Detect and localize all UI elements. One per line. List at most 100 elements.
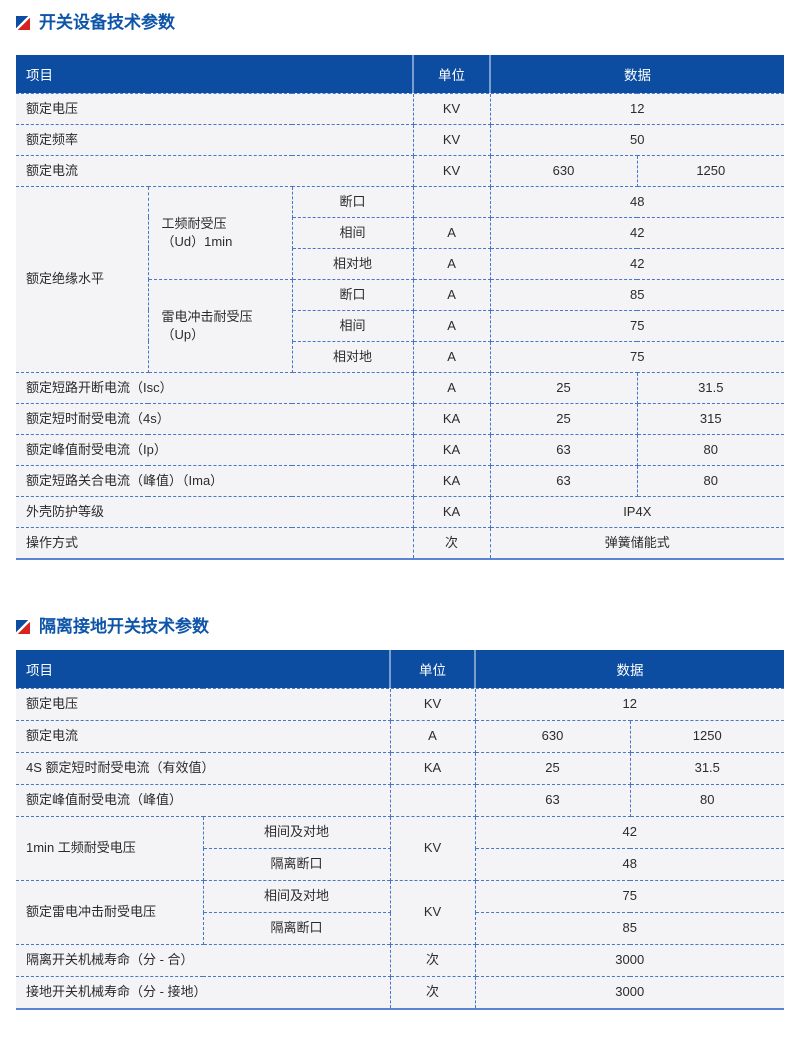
item-label-cell: 操作方式	[15, 526, 414, 559]
value-cell: A	[412, 309, 491, 342]
value-cell: KA	[389, 751, 476, 785]
table-row: 额定峰值耐受电流（Ip） KA 63 80	[15, 433, 785, 466]
value-cell: A	[412, 278, 491, 311]
table-row: 雷电冲击耐受压 （Up） 断口 A 85	[16, 278, 785, 373]
value-cell: KA	[412, 464, 491, 497]
table-row: 额定绝缘水平 工频耐受压 （Ud）1min 断口 48	[15, 185, 785, 373]
value-cell: 85	[474, 911, 785, 945]
value-cell: 80	[636, 464, 785, 497]
table-row: 额定短时耐受电流（4s） KA 25 315	[15, 402, 785, 435]
value-cell: 相间及对地	[202, 815, 391, 849]
value-cell: KV	[412, 154, 491, 187]
table-row: 相间 A 42	[16, 216, 785, 249]
table-row: 相间 A 75	[16, 309, 785, 342]
value-cell: 相间及对地	[202, 879, 391, 913]
value-cell: 25	[474, 751, 631, 785]
table-row: 隔离断口 85	[16, 911, 785, 945]
column-header: 项目	[16, 55, 414, 93]
value-cell: KV	[389, 687, 476, 721]
sub-item-cell: 工频耐受压 （Ud）1min	[147, 185, 293, 280]
column-header: 单位	[389, 650, 475, 688]
table-row: 外壳防护等级 KA IP4X	[15, 495, 785, 528]
item-label-cell: 额定频率	[15, 123, 414, 156]
value-cell: 630	[489, 154, 638, 187]
value-cell: 80	[629, 783, 785, 817]
column-header: 单位	[412, 55, 491, 93]
table-row: 额定雷电冲击耐受电压 相间及对地 KV 75	[15, 879, 785, 945]
value-cell: 63	[489, 464, 638, 497]
value-cell: 相间	[291, 216, 414, 249]
value-cell: 3000	[474, 943, 785, 977]
value-cell: 次	[412, 526, 491, 559]
item-label-cell: 额定雷电冲击耐受电压	[15, 879, 204, 945]
item-label-cell: 1min 工频耐受电压	[15, 815, 204, 881]
value-cell: 85	[489, 278, 785, 311]
item-label-cell: 额定短路开断电流（Isc）	[15, 371, 414, 404]
table-row: 4S 额定短时耐受电流（有效值） KA 25 31.5	[15, 751, 785, 785]
value-cell: 弹簧储能式	[489, 526, 785, 559]
item-label-cell: 额定绝缘水平	[15, 185, 149, 373]
page-content: 开关设备技术参数 项目 单位 数据 额定电压 KV 12 额定频率 KV 50 额定电流 KV 630…	[15, 12, 785, 1010]
section-marker-icon	[16, 16, 30, 30]
table-row: 操作方式次弹簧储能式	[15, 526, 785, 559]
value-cell: 42	[489, 216, 785, 249]
value-cell: KV	[389, 879, 476, 945]
table-row: 隔离断口 48	[16, 847, 785, 881]
section-title-text: 隔离接地开关技术参数	[39, 617, 209, 636]
value-cell: 31.5	[629, 751, 785, 785]
item-label-cell: 额定电压	[15, 687, 391, 721]
section-marker-icon	[16, 620, 30, 634]
value-cell: KV	[389, 815, 476, 881]
value-cell: IP4X	[489, 495, 785, 528]
value-cell: 48	[489, 185, 785, 218]
value-cell: A	[412, 371, 491, 404]
value-cell: 75	[489, 340, 785, 373]
value-cell: 断口	[291, 185, 414, 218]
value-cell: 次	[389, 975, 476, 1009]
table-row: 额定峰值耐受电流（峰值） 63 80	[15, 783, 785, 817]
sub-item-cell: 雷电冲击耐受压 （Up）	[147, 278, 293, 373]
value-cell: 相对地	[291, 247, 414, 280]
disconnector-params-table: 项目 单位 数据 额定电压 KV 12 额定电流 A 630 1250 4S 额定短时耐受电流（有效…	[15, 650, 785, 1009]
value-cell: 48	[474, 847, 785, 881]
value-cell	[412, 185, 491, 218]
value-cell: A	[412, 340, 491, 373]
value-cell: 25	[489, 402, 638, 435]
table-row: 隔离开关机械寿命（分 - 合）次 3000	[15, 943, 785, 977]
value-cell: KA	[412, 402, 491, 435]
column-header: 数据	[489, 55, 785, 93]
value-cell: 1250	[636, 154, 785, 187]
value-cell: 50	[489, 123, 785, 156]
value-cell: 次	[389, 943, 476, 977]
item-label-cell: 额定电流	[15, 719, 391, 753]
disconnector-params-table-wrap: 项目 单位 数据 额定电压 KV 12 额定电流 A 630 1250 4S 额定短时耐受电流（有效…	[15, 650, 785, 1010]
value-cell: 31.5	[636, 371, 785, 404]
section-title-switchgear: 开关设备技术参数	[16, 12, 784, 34]
value-cell: 隔离断口	[202, 847, 391, 881]
table-row: 额定短路开断电流（Isc） A 25 31.5	[15, 371, 785, 404]
item-label-cell: 额定电流	[15, 154, 414, 187]
value-cell: 12	[489, 92, 785, 125]
switchgear-params-table: 项目 单位 数据 额定电压 KV 12 额定频率 KV 50 额定电流 KV 630 1250 额定绝缘水…	[15, 55, 785, 559]
value-cell: 3000	[474, 975, 785, 1009]
table-row: 相对地 A 42	[16, 247, 785, 280]
value-cell: 75	[489, 309, 785, 342]
table-row: 额定电流 KV 630 1250	[15, 154, 785, 187]
value-cell: KA	[412, 433, 491, 466]
column-header: 项目	[16, 650, 390, 688]
value-cell: 80	[636, 433, 785, 466]
value-cell: 63	[489, 433, 638, 466]
value-cell: A	[412, 247, 491, 280]
value-cell: 12	[474, 687, 785, 721]
value-cell: 42	[489, 247, 785, 280]
value-cell: 隔离断口	[202, 911, 391, 945]
table-row: 额定短路关合电流（峰值）（Ima） KA 63 80	[15, 464, 785, 497]
value-cell: 315	[636, 402, 785, 435]
value-cell: KA	[412, 495, 491, 528]
item-label-cell: 4S 额定短时耐受电流（有效值）	[15, 751, 391, 785]
item-label-cell: 额定电压	[15, 92, 414, 125]
value-cell	[389, 783, 476, 817]
table-row: 额定电压 KV 12	[15, 92, 785, 125]
value-cell: 断口	[291, 278, 414, 311]
value-cell: 1250	[629, 719, 785, 753]
